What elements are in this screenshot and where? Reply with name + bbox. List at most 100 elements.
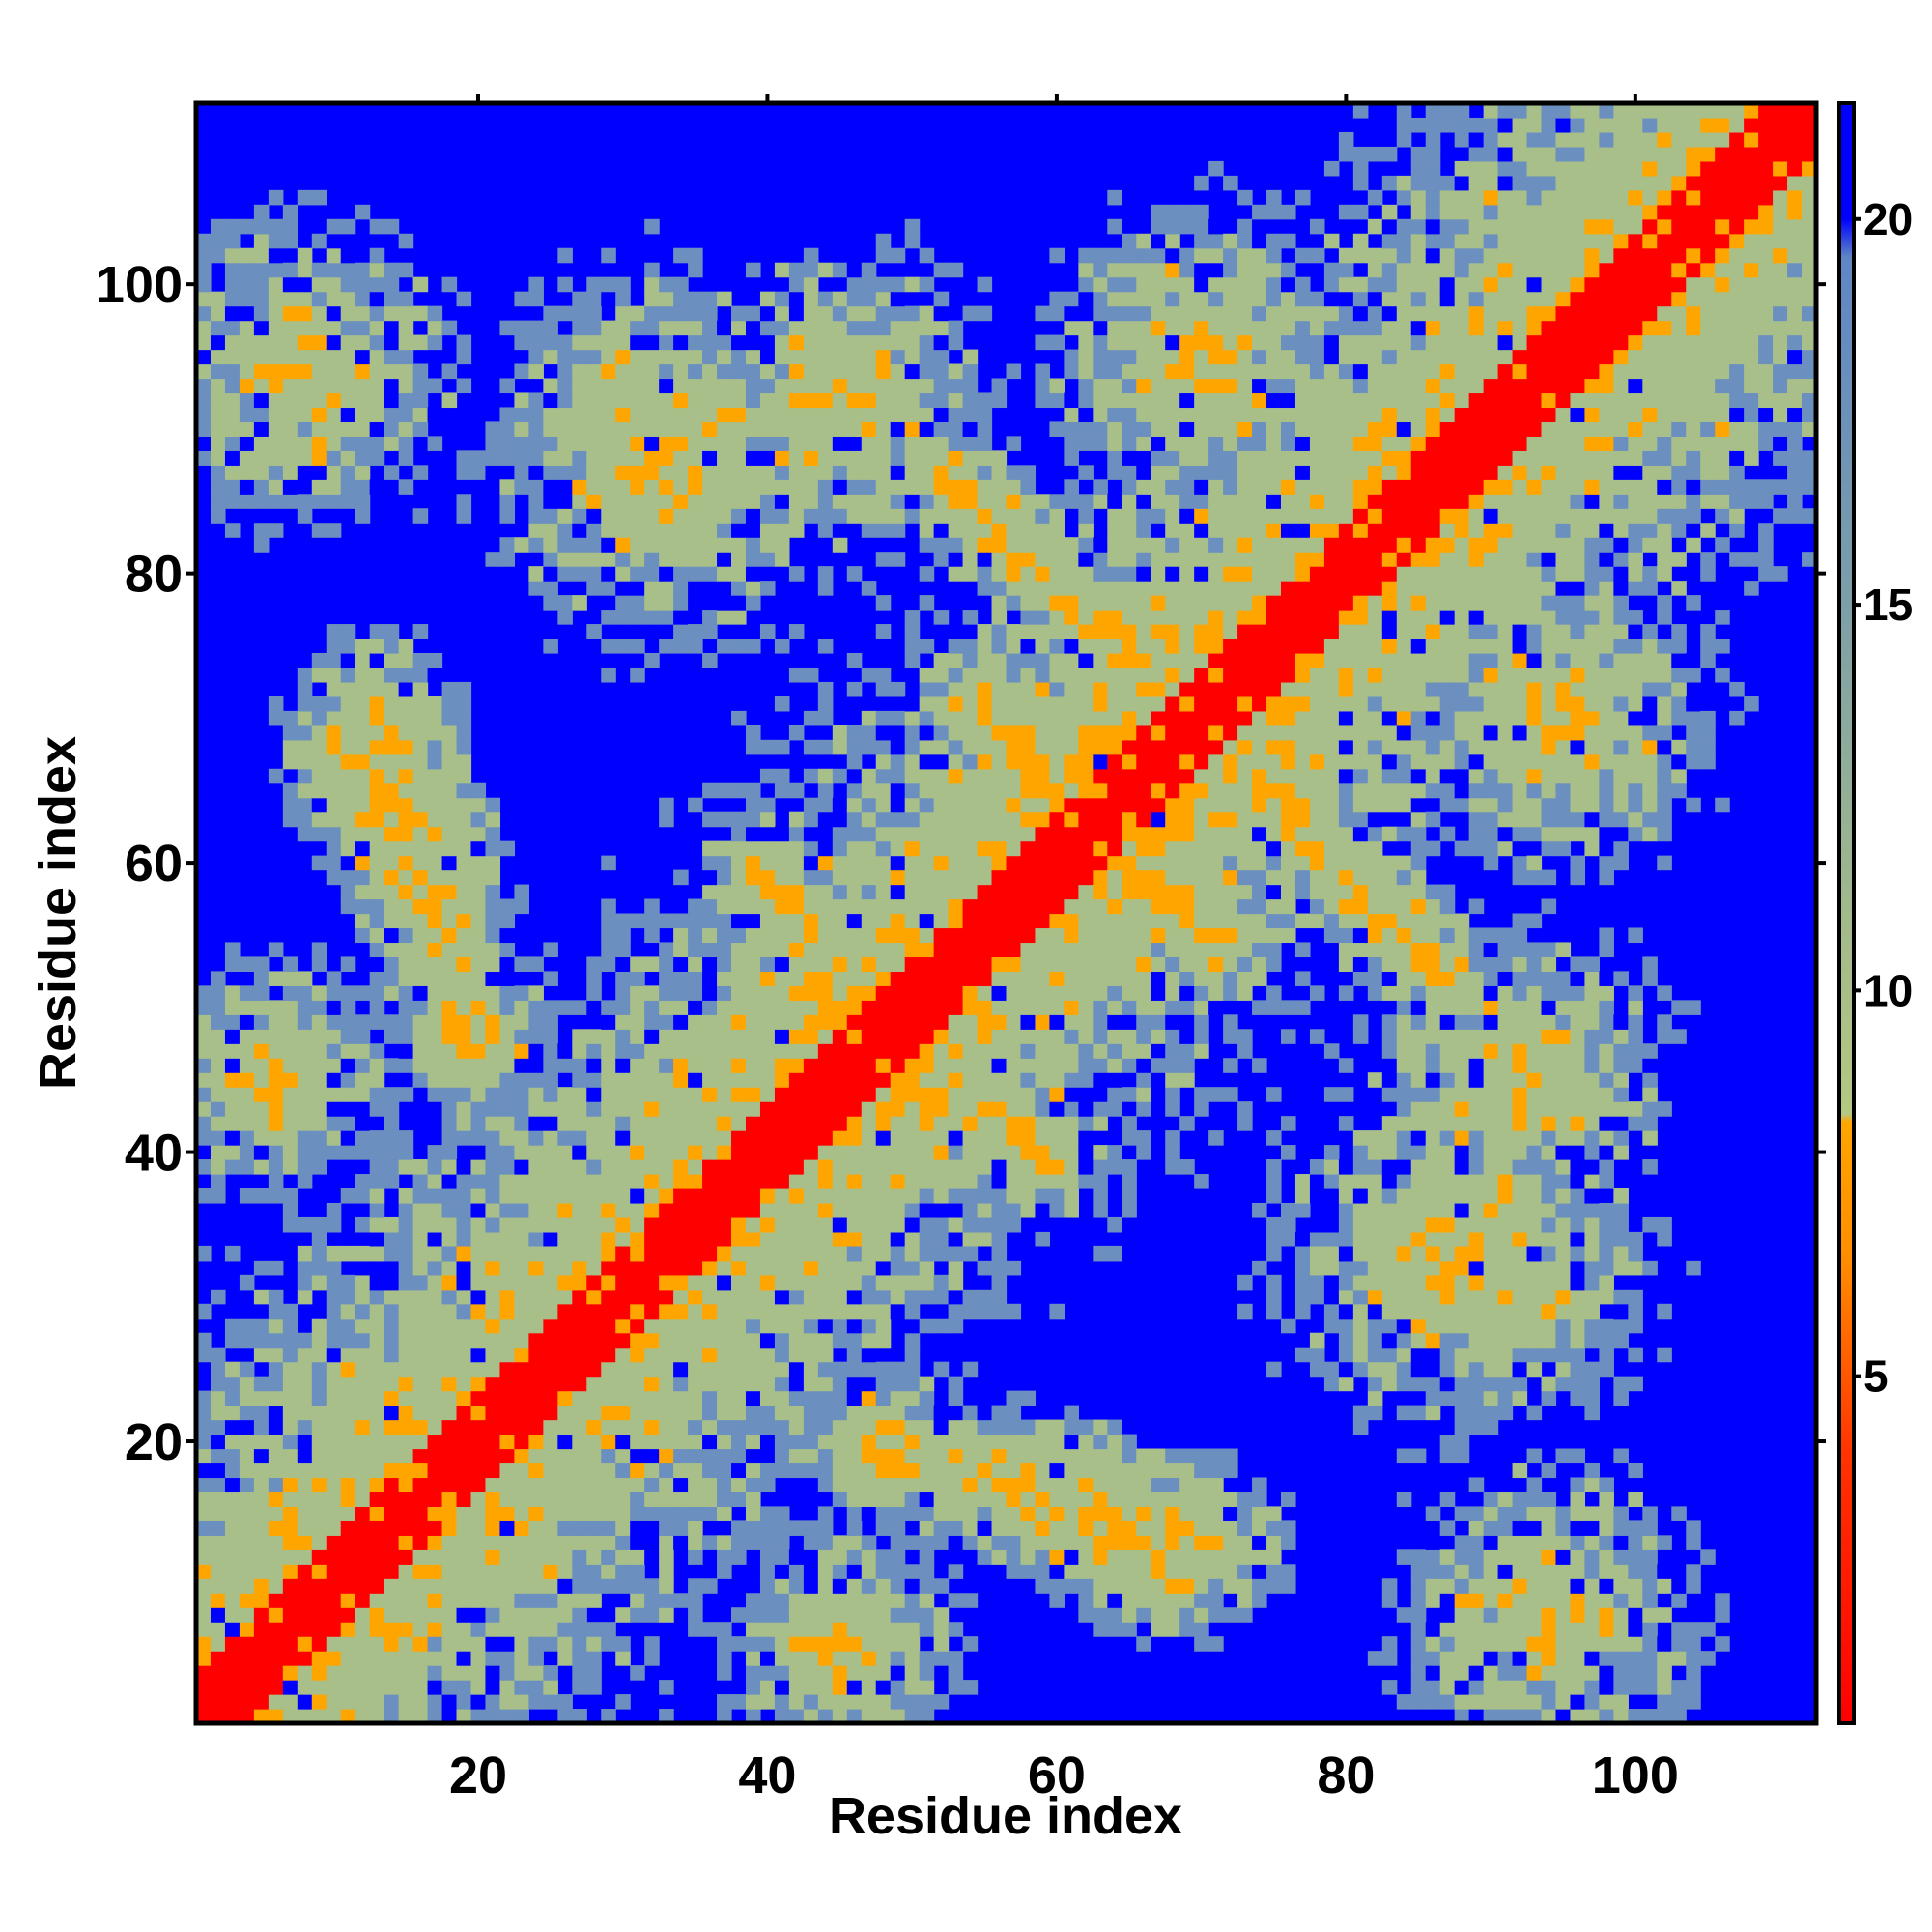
heatmap-cell xyxy=(253,537,270,553)
heatmap-cell xyxy=(717,1260,732,1276)
heatmap-cell xyxy=(196,1072,212,1088)
heatmap-cell xyxy=(224,956,241,972)
heatmap-cell xyxy=(398,1622,414,1637)
heatmap-cell xyxy=(297,1665,313,1681)
heatmap-cell xyxy=(239,1477,255,1493)
heatmap-cell xyxy=(948,552,964,567)
heatmap-cell xyxy=(514,1694,529,1710)
heatmap-cell xyxy=(745,1130,761,1146)
heatmap-cell xyxy=(1006,508,1022,524)
heatmap-cell xyxy=(904,1347,921,1363)
heatmap-cell xyxy=(1078,652,1094,668)
heatmap-cell xyxy=(456,971,472,986)
heatmap-cell xyxy=(253,1260,270,1276)
heatmap-cell xyxy=(1093,436,1108,451)
heatmap-cell xyxy=(962,1202,979,1218)
heatmap-cell xyxy=(326,624,342,639)
heatmap-cell xyxy=(224,1492,241,1507)
heatmap-cell xyxy=(904,971,921,986)
heatmap-cell xyxy=(369,1520,385,1536)
heatmap-cell xyxy=(543,1014,558,1030)
heatmap-cell xyxy=(528,1087,544,1102)
heatmap-cell xyxy=(644,1159,660,1175)
heatmap-cell xyxy=(832,334,848,351)
heatmap-cell xyxy=(991,884,1008,900)
heatmap-cell xyxy=(543,1564,558,1579)
heatmap-cell xyxy=(528,320,544,336)
heatmap-cell xyxy=(688,1130,703,1146)
heatmap-cell xyxy=(239,1101,255,1117)
heatmap-cell xyxy=(1006,739,1022,755)
heatmap-cell xyxy=(427,898,443,915)
heatmap-cell xyxy=(630,349,645,365)
heatmap-cell xyxy=(948,363,964,380)
heatmap-cell xyxy=(1093,1174,1108,1189)
heatmap-cell xyxy=(904,436,921,451)
heatmap-cell xyxy=(673,1419,689,1435)
heatmap-cell xyxy=(326,768,342,784)
heatmap-cell xyxy=(514,392,529,409)
heatmap-cell xyxy=(441,1101,458,1117)
heatmap-cell xyxy=(1078,508,1094,524)
heatmap-cell xyxy=(398,927,414,944)
heatmap-cell xyxy=(384,1376,400,1392)
heatmap-cell xyxy=(673,1361,689,1378)
heatmap-cell xyxy=(991,1116,1008,1131)
heatmap-cell xyxy=(788,1303,805,1320)
heatmap-cell xyxy=(499,1347,516,1363)
heatmap-cell xyxy=(659,1593,674,1608)
heatmap-cell xyxy=(239,1130,255,1146)
heatmap-cell xyxy=(745,927,761,944)
heatmap-cell xyxy=(630,1101,645,1117)
heatmap-cell xyxy=(384,884,400,900)
heatmap-cell xyxy=(673,971,689,986)
heatmap-cell xyxy=(861,1274,877,1291)
heatmap-cell xyxy=(1020,739,1037,755)
heatmap-cell xyxy=(644,1492,660,1507)
heatmap-cell xyxy=(412,869,429,886)
heatmap-cell xyxy=(586,363,602,380)
heatmap-cell xyxy=(659,392,674,409)
heatmap-cell xyxy=(398,811,414,828)
heatmap-cell xyxy=(731,840,747,857)
heatmap-cell xyxy=(543,349,558,365)
heatmap-cell xyxy=(630,956,645,972)
heatmap-cell xyxy=(398,1477,414,1493)
heatmap-cell xyxy=(717,898,732,915)
heatmap-cell xyxy=(268,1130,284,1146)
heatmap-cell xyxy=(326,696,342,712)
heatmap-cell xyxy=(788,956,805,972)
heatmap-cell xyxy=(673,247,689,264)
heatmap-cell xyxy=(759,1419,776,1435)
heatmap-cell xyxy=(470,1463,487,1479)
heatmap-cell xyxy=(861,363,877,380)
heatmap-cell xyxy=(774,320,790,336)
heatmap-cell xyxy=(832,1043,848,1059)
heatmap-cell xyxy=(673,1347,689,1363)
heatmap-cell xyxy=(528,1376,544,1392)
heatmap-cell xyxy=(224,392,241,409)
heatmap-cell xyxy=(1107,768,1122,784)
heatmap-cell xyxy=(644,1289,660,1305)
heatmap-cell xyxy=(962,566,979,582)
heatmap-cell xyxy=(977,1477,993,1493)
heatmap-cell xyxy=(543,465,558,480)
heatmap-cell xyxy=(904,465,921,480)
heatmap-cell xyxy=(384,1174,400,1189)
heatmap-cell xyxy=(1107,985,1122,1001)
heatmap-cell xyxy=(601,1014,616,1030)
heatmap-cell xyxy=(470,465,487,480)
heatmap-cell xyxy=(1006,1549,1022,1565)
heatmap-cell xyxy=(572,1087,587,1102)
heatmap-cell xyxy=(759,1029,776,1044)
heatmap-cell xyxy=(948,1072,964,1088)
heatmap-cell xyxy=(962,1043,979,1059)
heatmap-cell xyxy=(933,262,950,278)
heatmap-cell xyxy=(861,291,877,307)
heatmap-cell xyxy=(977,624,993,639)
heatmap-cell xyxy=(919,1405,935,1421)
heatmap-cell xyxy=(977,869,993,886)
heatmap-cell xyxy=(659,378,674,394)
heatmap-cell xyxy=(630,537,645,553)
heatmap-cell xyxy=(311,855,327,871)
